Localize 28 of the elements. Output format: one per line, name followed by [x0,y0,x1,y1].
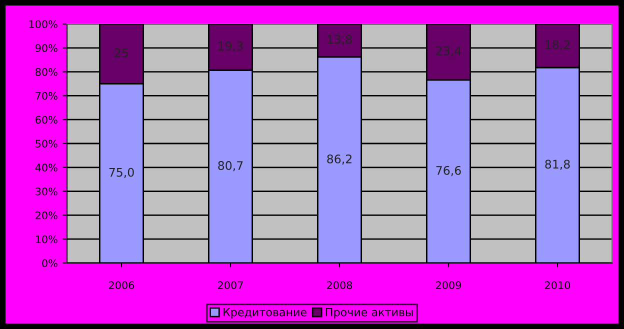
data-label: 23,4 [436,46,461,57]
data-label: 19,3 [218,42,243,52]
x-tick-label: 2009 [436,281,462,290]
y-tick-label: 50% [36,140,58,148]
x-tick-label: 2007 [218,281,243,290]
y-tick-label: 30% [36,188,58,196]
y-tick-label: 60% [36,116,58,124]
data-label: 81,8 [545,160,570,170]
y-tick-label: 70% [36,92,58,100]
y-tick-label: 90% [35,44,58,52]
data-label: 76,6 [436,166,461,176]
legend-label: Прочие активы [326,308,413,318]
data-label: 80,7 [218,161,243,172]
x-tick-label: 2006 [109,281,134,290]
legend-label: Кредитование [224,308,306,318]
y-tick-label: 20% [36,211,58,220]
data-label: 75,0 [109,168,134,178]
y-tick-label: 0% [42,259,58,268]
x-tick-label: 2008 [327,281,352,290]
data-label: 18,2 [546,40,570,50]
y-tick-label: 10% [36,235,58,244]
data-label: 25 [114,48,128,58]
y-tick-label: 40% [35,164,58,172]
x-tick-label: 2010 [545,281,570,290]
y-tick-label: 100% [29,20,58,28]
data-label: 86,2 [327,154,352,165]
data-label: 13,8 [328,34,352,46]
y-tick-label: 80% [36,68,58,76]
